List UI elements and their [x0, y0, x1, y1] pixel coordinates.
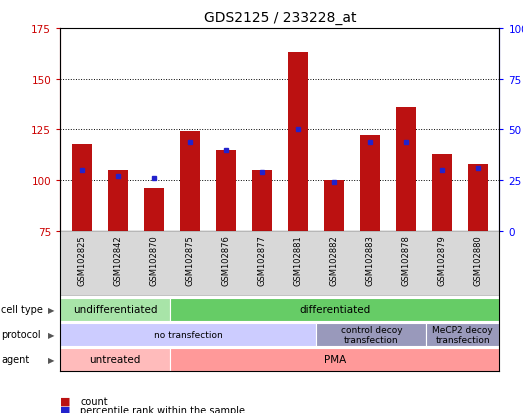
Bar	[252, 171, 272, 231]
Text: GSM102878: GSM102878	[401, 235, 411, 285]
Text: GSM102881: GSM102881	[293, 235, 302, 285]
Bar	[170, 298, 499, 321]
Bar	[216, 150, 236, 231]
Title: GDS2125 / 233228_at: GDS2125 / 233228_at	[203, 11, 356, 25]
Text: ■: ■	[60, 405, 71, 413]
Bar	[144, 189, 164, 231]
Text: GSM102825: GSM102825	[77, 235, 86, 285]
Text: differentiated: differentiated	[299, 305, 370, 315]
Bar	[468, 164, 488, 231]
Bar	[180, 132, 200, 231]
Text: untreated: untreated	[89, 354, 141, 364]
Bar	[432, 154, 452, 231]
Text: PMA: PMA	[324, 354, 346, 364]
Text: MeCP2 decoy
transfection: MeCP2 decoy transfection	[433, 325, 493, 344]
Text: control decoy
transfection: control decoy transfection	[340, 325, 402, 344]
Text: undifferentiated: undifferentiated	[73, 305, 157, 315]
Text: GSM102880: GSM102880	[473, 235, 482, 285]
Bar	[324, 180, 344, 231]
Text: GSM102877: GSM102877	[257, 235, 266, 285]
Text: protocol: protocol	[1, 330, 41, 339]
Text: cell type: cell type	[1, 305, 43, 315]
Text: count: count	[80, 396, 108, 406]
Bar	[426, 323, 499, 346]
Bar	[360, 136, 380, 231]
Bar	[396, 108, 416, 231]
Text: agent: agent	[1, 354, 29, 364]
Text: ▶: ▶	[49, 305, 55, 314]
Text: ▶: ▶	[49, 355, 55, 364]
Text: GSM102876: GSM102876	[221, 235, 230, 285]
Text: no transfection: no transfection	[154, 330, 223, 339]
Text: GSM102870: GSM102870	[149, 235, 158, 285]
Text: percentile rank within the sample: percentile rank within the sample	[80, 405, 245, 413]
Bar	[60, 348, 170, 371]
Bar	[72, 144, 92, 231]
Text: ■: ■	[60, 396, 71, 406]
Text: GSM102875: GSM102875	[185, 235, 194, 285]
Bar	[170, 348, 499, 371]
Bar	[288, 53, 308, 231]
Text: ▶: ▶	[49, 330, 55, 339]
Text: GSM102879: GSM102879	[437, 235, 446, 285]
Bar	[60, 323, 316, 346]
Text: GSM102882: GSM102882	[329, 235, 338, 285]
Bar	[316, 323, 426, 346]
Text: GSM102842: GSM102842	[113, 235, 122, 285]
Bar	[108, 171, 128, 231]
Text: GSM102883: GSM102883	[366, 235, 374, 285]
Bar	[60, 298, 170, 321]
